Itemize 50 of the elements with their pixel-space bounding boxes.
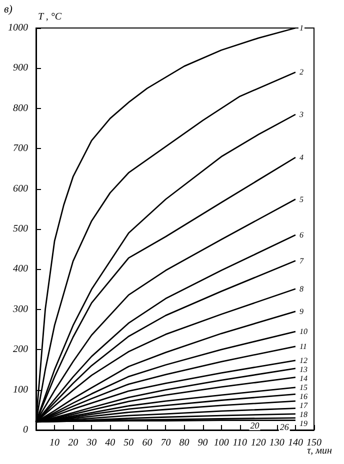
series-label: 12 xyxy=(299,356,308,365)
x-tick-label: 110 xyxy=(232,438,247,448)
y-tick-label: 0 xyxy=(23,424,28,436)
series-label: 14 xyxy=(299,374,308,383)
x-tick-label: 40 xyxy=(105,438,116,448)
y-tick-label: 100 xyxy=(13,384,28,396)
series-label: 18 xyxy=(299,410,308,419)
series-label: 8 xyxy=(299,284,304,294)
series-label: 1 xyxy=(299,24,304,32)
y-tick-label: 1000 xyxy=(8,22,28,34)
series-label: 13 xyxy=(299,364,308,374)
series-label: 7 xyxy=(299,256,304,266)
series-label: 19 xyxy=(299,418,308,428)
y-tick-label: 900 xyxy=(13,62,28,74)
chart-title: в) xyxy=(4,4,13,16)
x-tick-label: 20 xyxy=(68,438,78,448)
x-tick-label: 120 xyxy=(250,438,266,448)
x-tick-label: 30 xyxy=(86,438,97,448)
x-tick-label: 150 xyxy=(306,438,322,448)
annotation: 26 xyxy=(280,422,290,432)
x-tick-label: 90 xyxy=(198,438,208,448)
series-label: 2 xyxy=(299,68,304,77)
y-axis-title: T , °C xyxy=(38,12,62,22)
series-label: 10 xyxy=(299,327,308,336)
series-label: 15 xyxy=(299,382,308,392)
y-tick-label: 200 xyxy=(13,344,28,356)
x-tick-label: 100 xyxy=(214,438,229,448)
series-label: 9 xyxy=(299,306,304,316)
y-tick-label: 800 xyxy=(13,102,28,114)
x-tick-label: 50 xyxy=(124,438,134,448)
series-label: 11 xyxy=(299,342,307,351)
x-tick-label: 80 xyxy=(179,438,190,448)
annotation: 20 xyxy=(250,420,260,431)
y-tick-label: 600 xyxy=(13,183,28,194)
y-tick-label: 400 xyxy=(13,264,28,275)
y-tick-label: 700 xyxy=(13,143,28,154)
x-axis-title: τ, мин xyxy=(307,446,332,456)
series-label: 16 xyxy=(299,392,308,401)
series-label: 5 xyxy=(299,194,304,204)
x-tick-label: 130 xyxy=(269,438,284,448)
series-label: 3 xyxy=(298,110,304,119)
y-tick-label: 500 xyxy=(13,224,28,234)
x-tick-label: 10 xyxy=(50,438,60,448)
x-tick-label: 140 xyxy=(288,438,303,448)
x-tick-label: 60 xyxy=(142,438,152,448)
series-label: 4 xyxy=(299,152,304,162)
series-label: 6 xyxy=(299,230,304,240)
x-tick-label: 70 xyxy=(160,438,171,448)
series-label: 17 xyxy=(299,400,308,410)
y-tick-label: 300 xyxy=(12,304,28,315)
